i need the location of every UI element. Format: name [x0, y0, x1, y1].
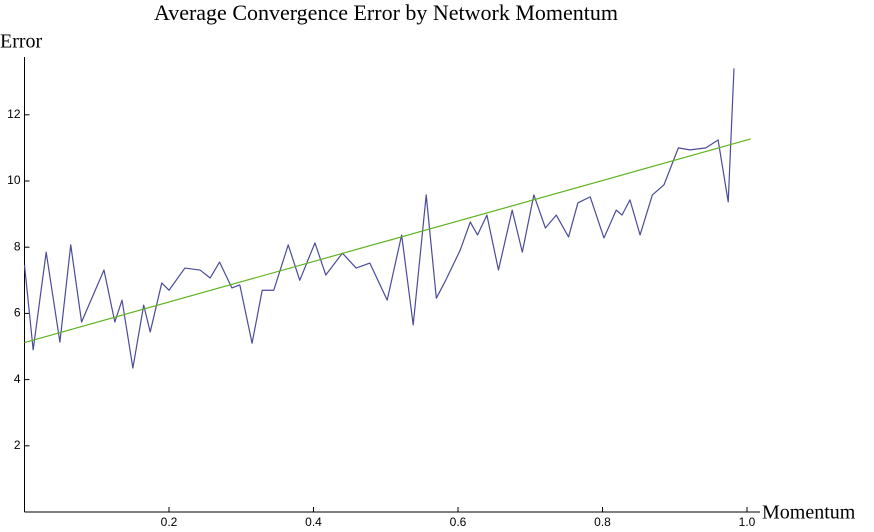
- y-tick-label: 10: [7, 173, 21, 187]
- x-tick-label: 1.0: [739, 515, 756, 529]
- x-axis-label: Momentum: [762, 502, 856, 524]
- x-tick-label: 0.2: [161, 515, 178, 529]
- x-tick-label: 0.4: [305, 515, 322, 529]
- y-tick-label: 2: [14, 438, 21, 452]
- x-tick-label: 0.6: [450, 515, 467, 529]
- y-tick-label: 12: [7, 107, 21, 121]
- chart-title: Average Convergence Error by Network Mom…: [154, 0, 618, 25]
- y-tick-label: 4: [14, 372, 21, 386]
- x-tick-label: 0.8: [594, 515, 611, 529]
- y-axis-label: Error: [0, 31, 43, 53]
- line-series: [24, 138, 751, 344]
- line-series: [23, 68, 735, 369]
- y-tick-label: 8: [14, 239, 21, 253]
- y-tick-label: 6: [14, 306, 21, 320]
